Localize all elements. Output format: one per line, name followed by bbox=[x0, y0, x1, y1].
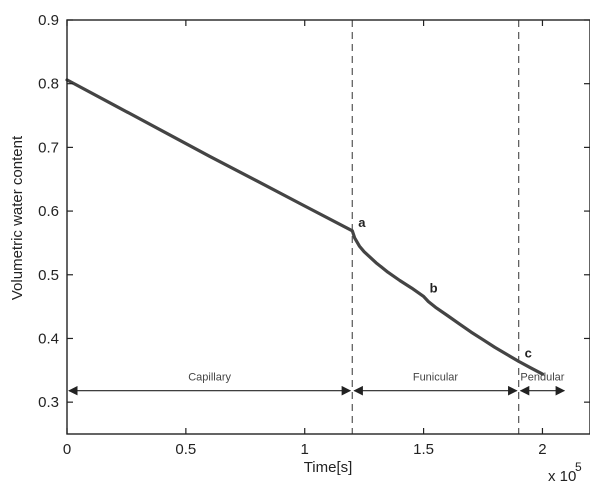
y-tick-label: 0.8 bbox=[38, 76, 59, 93]
region-label: Pendular bbox=[520, 372, 564, 384]
region-label: Capillary bbox=[188, 372, 231, 384]
axes-layer: 0 0.5 1 1.5 2 0.3 0.4 0.5 0.6 0.7 0.8 0.9 bbox=[38, 12, 590, 458]
region-label: Funicular bbox=[413, 372, 459, 384]
point-annotation-b: b bbox=[430, 280, 438, 295]
x-tick-label: 0 bbox=[63, 441, 71, 458]
x-tick-label: 1.5 bbox=[413, 441, 434, 458]
x-tick-label: 2 bbox=[538, 441, 546, 458]
x-multiplier-exponent: 5 bbox=[575, 460, 582, 474]
point-annotation-a: a bbox=[358, 215, 366, 230]
y-axis-label: Volumetric water content bbox=[9, 135, 26, 300]
y-tick-label: 0.9 bbox=[38, 12, 59, 29]
y-tick-label: 0.5 bbox=[38, 267, 59, 284]
plot-frame bbox=[66, 19, 590, 435]
x-multiplier-label: x 10 bbox=[548, 468, 576, 483]
x-tick-label: 0.5 bbox=[175, 441, 196, 458]
x-tick-label: 1 bbox=[301, 441, 309, 458]
y-tick-label: 0.7 bbox=[38, 139, 59, 156]
point-annotation-c: c bbox=[525, 345, 532, 360]
y-tick-label: 0.6 bbox=[38, 203, 59, 220]
y-tick-label: 0.4 bbox=[38, 330, 59, 347]
water-content-curve bbox=[65, 78, 545, 376]
y-tick-label: 0.3 bbox=[38, 394, 59, 411]
plot-layer: a b c Capillary Funicular Pendular bbox=[65, 20, 566, 434]
x-axis-label: Time[s] bbox=[304, 459, 353, 476]
